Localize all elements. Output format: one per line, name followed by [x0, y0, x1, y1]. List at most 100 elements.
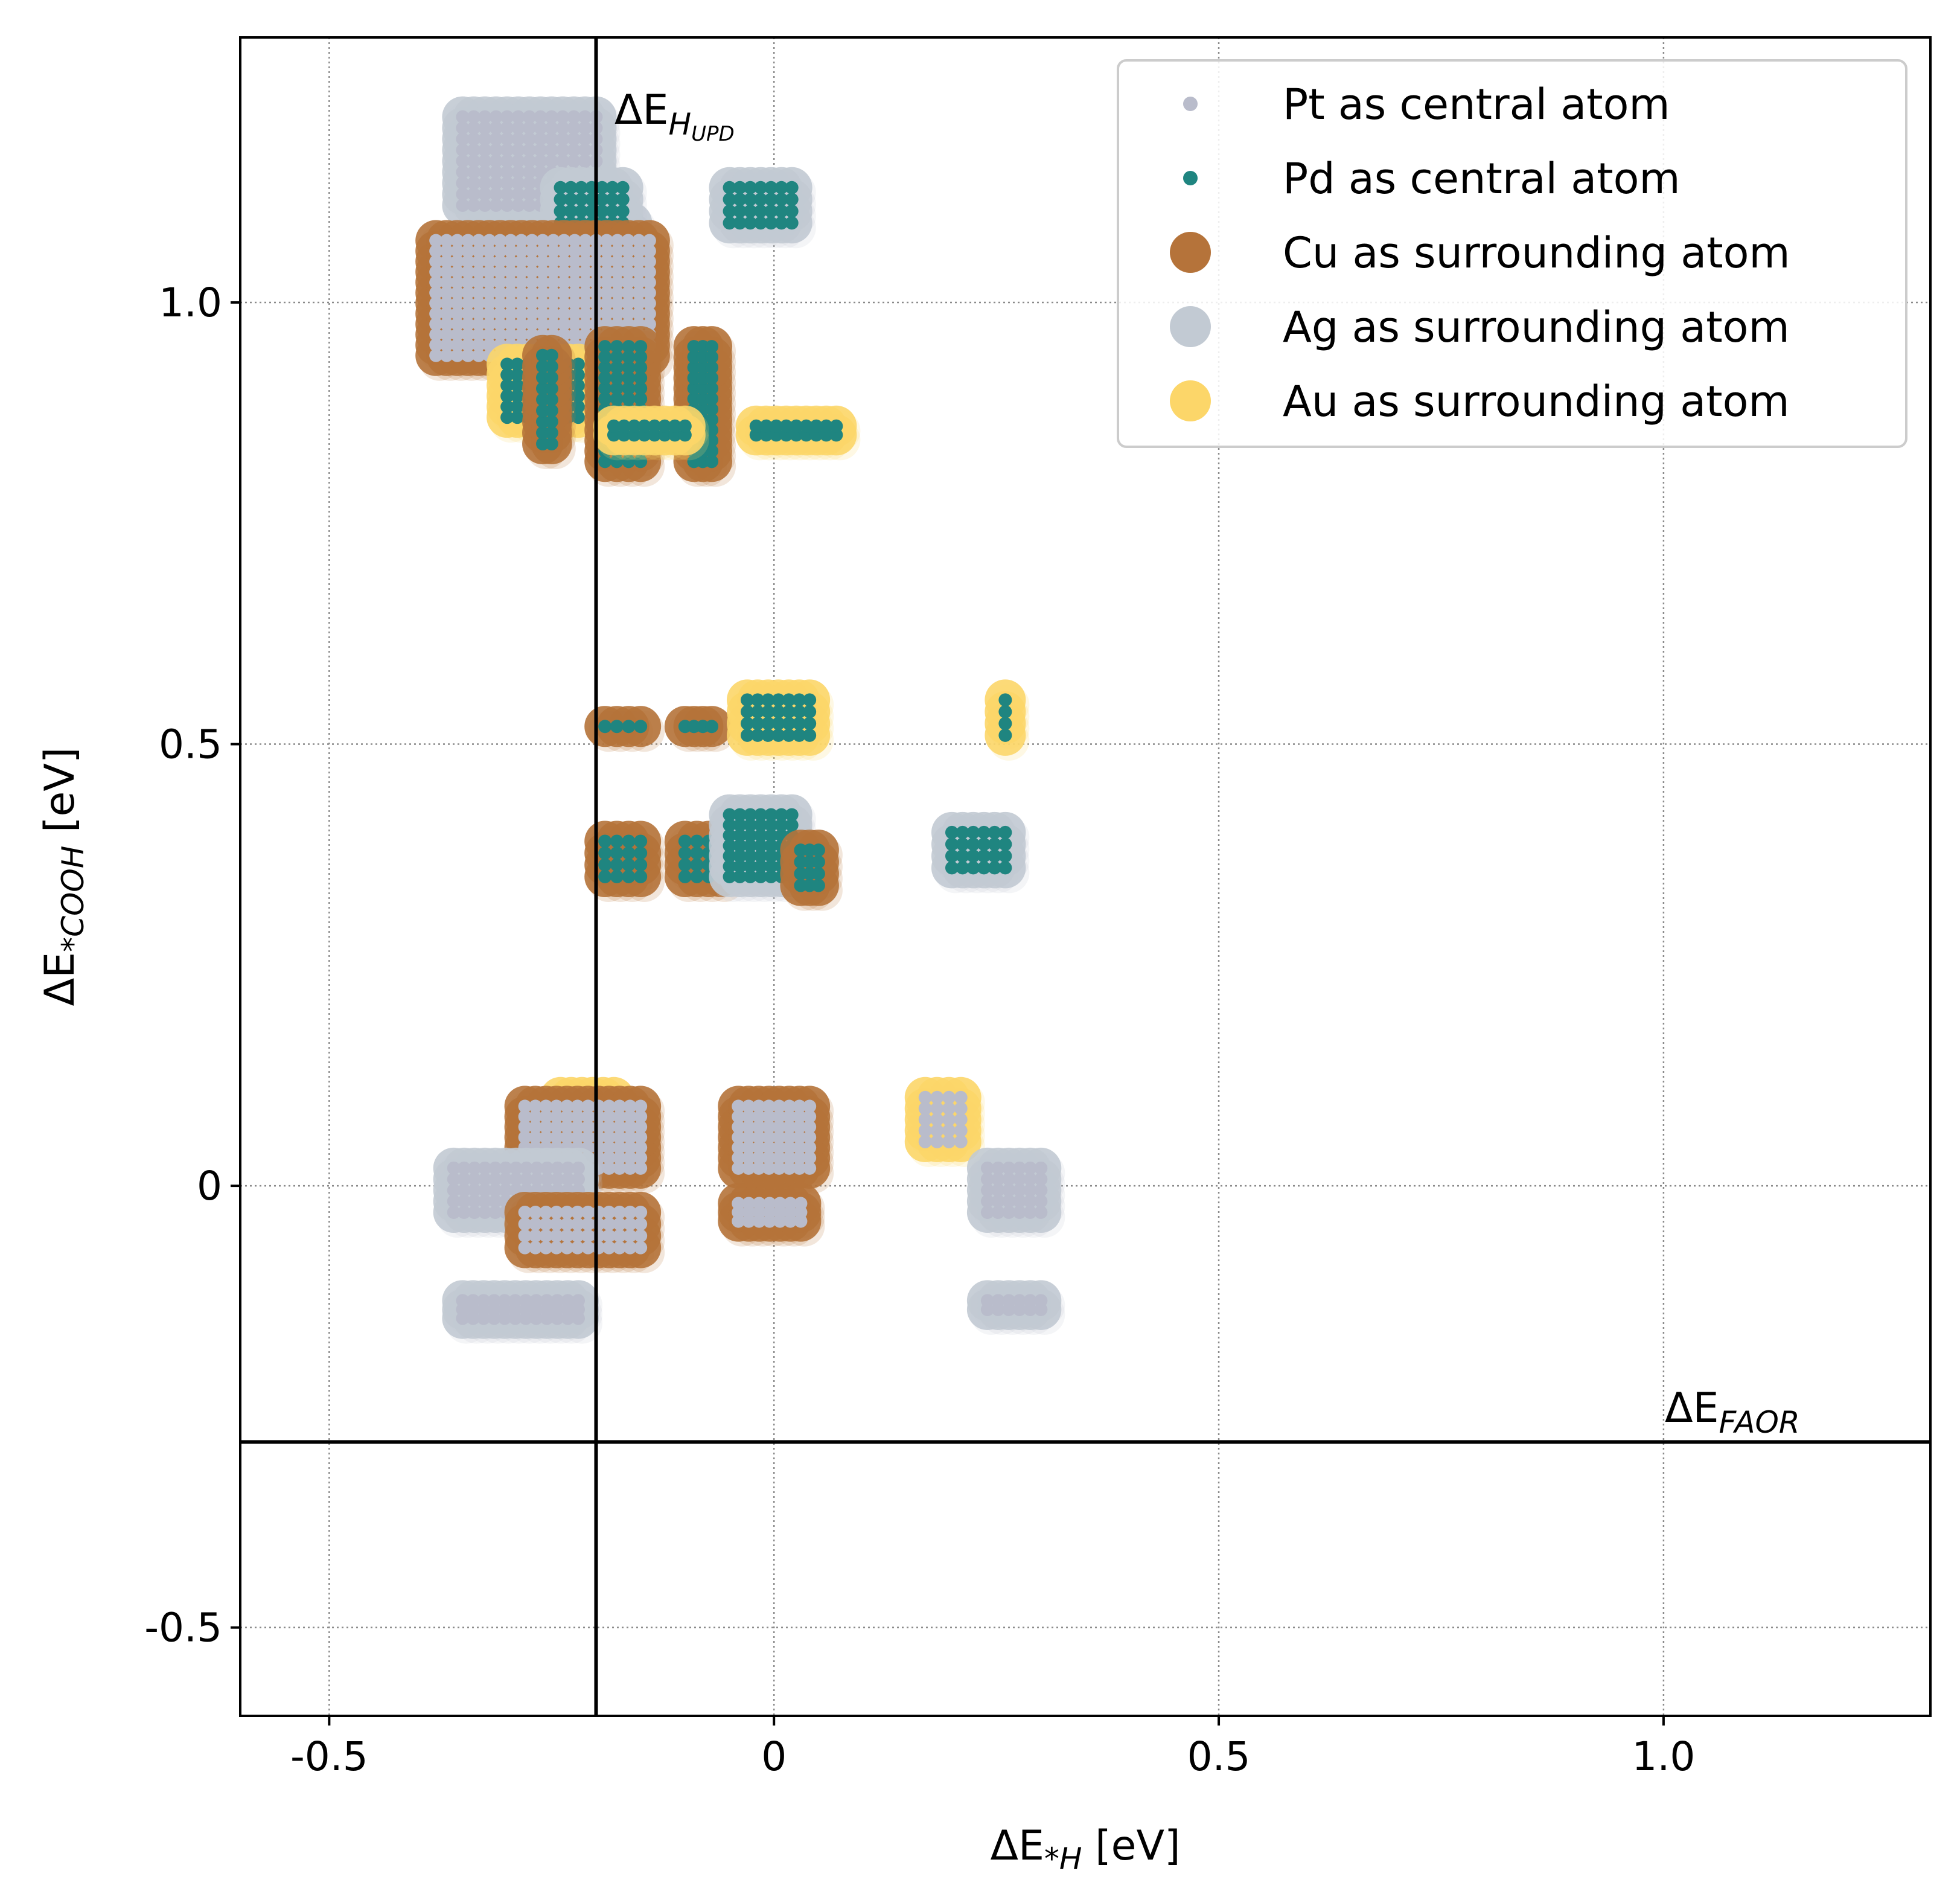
central-point	[690, 834, 704, 848]
central-point	[774, 181, 788, 194]
central-point	[456, 165, 470, 179]
central-point	[500, 132, 514, 146]
central-point	[478, 165, 492, 179]
central-point	[764, 828, 778, 842]
x-tick-label: 0	[761, 1733, 787, 1780]
central-point	[461, 265, 475, 279]
central-point	[632, 307, 646, 321]
central-point	[564, 181, 578, 194]
central-point	[514, 265, 528, 279]
central-point	[456, 187, 470, 201]
central-point	[500, 165, 514, 179]
central-point	[461, 286, 475, 299]
central-point	[482, 338, 496, 352]
central-point	[536, 244, 550, 258]
central-point	[705, 340, 719, 354]
central-point	[634, 340, 648, 354]
central-point	[743, 204, 757, 218]
central-point	[544, 392, 558, 406]
central-point	[764, 849, 778, 863]
central-point	[764, 216, 778, 230]
cluster	[718, 1183, 825, 1247]
central-point	[634, 846, 648, 860]
cluster	[966, 1147, 1065, 1238]
central-point	[742, 1110, 756, 1124]
central-point	[705, 423, 719, 437]
y-axis-title-prefix: ΔE	[36, 952, 84, 1006]
central-point	[461, 244, 475, 258]
central-point	[733, 181, 747, 194]
central-point	[500, 187, 514, 201]
central-point	[743, 859, 757, 873]
central-point	[733, 818, 747, 832]
central-point	[811, 843, 825, 857]
central-point	[525, 286, 539, 299]
central-point	[623, 1161, 637, 1175]
central-point	[610, 720, 624, 734]
central-point	[568, 265, 582, 279]
central-point	[471, 255, 485, 269]
central-point	[954, 1113, 968, 1127]
central-point	[478, 1172, 492, 1186]
central-point	[598, 382, 612, 395]
central-point	[570, 1206, 584, 1219]
central-point	[544, 132, 558, 146]
central-point	[782, 717, 796, 731]
central-point	[678, 870, 692, 883]
central-point	[504, 244, 517, 258]
central-point	[595, 193, 609, 206]
central-point	[764, 193, 778, 206]
central-point	[578, 110, 592, 124]
legend-marker	[1170, 232, 1211, 273]
central-point	[751, 728, 765, 742]
central-point	[556, 154, 570, 168]
central-point	[773, 1197, 787, 1211]
central-point	[477, 1294, 491, 1308]
central-point	[581, 1206, 595, 1219]
central-point	[980, 1161, 994, 1175]
central-point	[525, 317, 539, 331]
central-point	[539, 1217, 553, 1231]
central-point	[456, 199, 470, 212]
central-point	[467, 121, 480, 135]
central-point	[539, 1130, 553, 1144]
central-point	[642, 275, 656, 289]
central-point	[598, 392, 612, 406]
central-point	[534, 132, 547, 146]
central-point	[598, 360, 612, 374]
central-point	[793, 1120, 806, 1134]
central-point	[988, 837, 1001, 851]
central-point	[504, 328, 517, 342]
central-point	[634, 1099, 648, 1113]
central-point	[461, 317, 475, 331]
central-point	[429, 255, 443, 269]
central-point	[525, 255, 539, 269]
central-point	[598, 350, 612, 364]
central-point	[471, 275, 485, 289]
central-point	[627, 419, 641, 433]
central-point	[690, 846, 704, 860]
central-point	[980, 1294, 994, 1308]
central-point	[554, 181, 567, 194]
central-point	[557, 244, 571, 258]
central-point	[468, 1183, 482, 1197]
central-point	[489, 165, 503, 179]
central-point	[602, 1140, 616, 1154]
central-point	[482, 275, 496, 289]
central-point	[705, 455, 719, 469]
central-point	[522, 121, 536, 135]
legend-marker	[1183, 171, 1198, 185]
central-point	[793, 1099, 806, 1113]
central-point	[803, 1099, 817, 1113]
central-point	[518, 1099, 532, 1113]
central-point	[761, 717, 775, 731]
cluster	[780, 830, 843, 911]
central-point	[578, 265, 592, 279]
central-point	[429, 317, 443, 331]
central-point	[621, 255, 635, 269]
central-point	[572, 411, 585, 424]
central-point	[733, 808, 747, 822]
central-point	[621, 244, 635, 258]
central-point	[602, 1130, 616, 1144]
central-point	[530, 1172, 544, 1186]
